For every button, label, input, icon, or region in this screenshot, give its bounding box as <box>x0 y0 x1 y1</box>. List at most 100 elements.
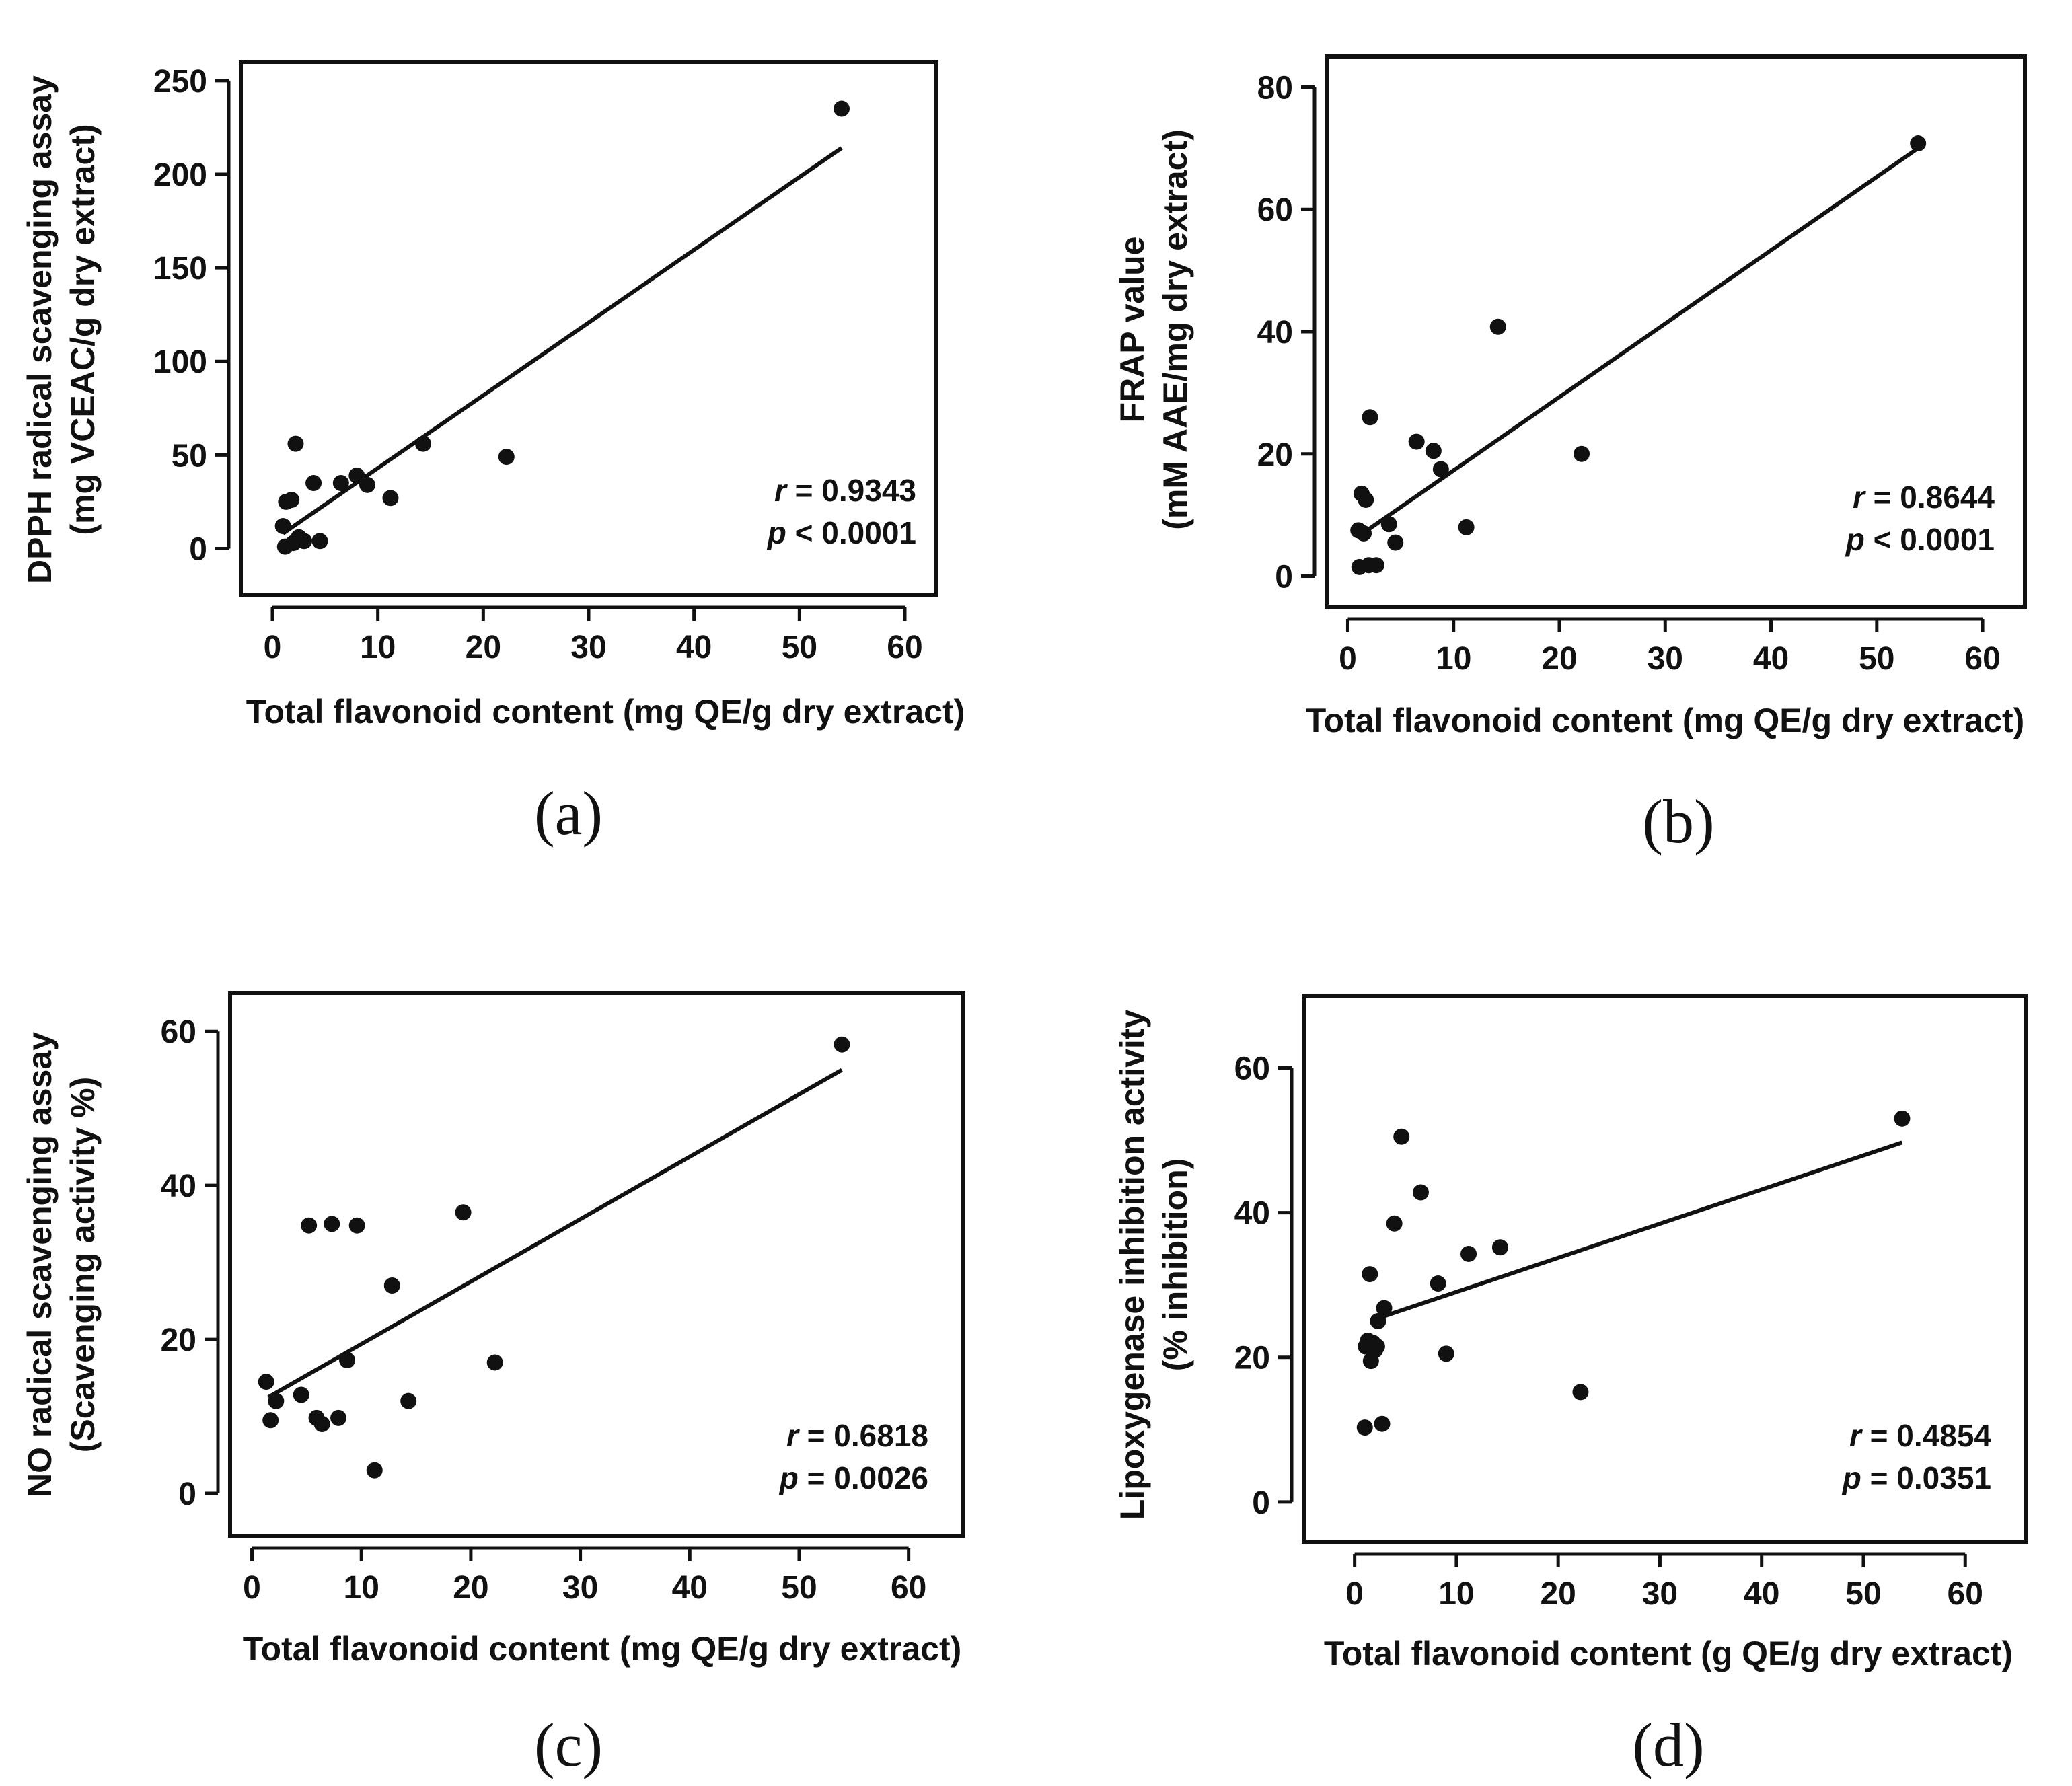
chart-a-point <box>296 533 312 550</box>
chart-a-fit-line <box>281 146 843 535</box>
chart-b-stat-p-symbol: p <box>1845 522 1865 557</box>
chart-b-point <box>1910 135 1927 152</box>
chart-b-stat-p-value: < 0.0001 <box>1874 522 1995 557</box>
chart-c-y-tick-label: 60 <box>161 1014 196 1050</box>
chart-a-stat-p-symbol: p <box>766 515 786 550</box>
chart-a-x-tick-label: 0 <box>264 630 282 665</box>
chart-d-stat-r-value: = 0.4854 <box>1870 1418 1992 1453</box>
chart-b-x-tick-label: 20 <box>1541 641 1577 677</box>
chart-c-point <box>330 1409 347 1426</box>
chart-a-x-tick-label: 60 <box>887 630 922 665</box>
chart-c-point <box>400 1392 417 1409</box>
chart-a-ylabel-line2: (mg VCEAC/g dry extract) <box>64 124 102 535</box>
panel-b: 0 10 20 30 40 50 60 0 20 40 60 80 Total flavonoid c… <box>1113 54 2027 856</box>
chart-a-point <box>415 435 432 452</box>
chart-b-x-tick-label: 60 <box>1964 641 2000 677</box>
chart-c-stat-r-symbol: r <box>786 1418 800 1453</box>
chart-c-x-tick-label: 20 <box>453 1570 488 1606</box>
chart-a-point <box>305 475 322 492</box>
chart-d-ylabel-line1: Lipoxygenase inhibition activity <box>1113 1010 1151 1520</box>
chart-d-xlabel: Total flavonoid content (g QE/g dry extr… <box>1324 1635 2013 1672</box>
chart-b-y-tick-label: 0 <box>1275 560 1293 595</box>
chart-d-y-tick-label: 40 <box>1234 1196 1270 1232</box>
chart-b-point <box>1358 491 1374 508</box>
chart-d-x-tick-label: 60 <box>1948 1576 1983 1612</box>
chart-a-xlabel: Total flavonoid content (mg QE/g dry ext… <box>246 693 965 731</box>
chart-a-y-tick-label: 100 <box>153 344 207 380</box>
chart-a-point <box>332 475 349 492</box>
chart-c-frame <box>228 991 965 1538</box>
chart-d-point <box>1460 1245 1477 1262</box>
chart-c-panel-label: (c) <box>534 1711 603 1779</box>
chart-d-x-tick-label: 10 <box>1438 1576 1474 1612</box>
chart-d-point <box>1368 1338 1385 1355</box>
chart-d-point <box>1356 1419 1373 1436</box>
chart-c-x-tick-label: 60 <box>891 1570 926 1606</box>
chart-d-x-tick-label: 20 <box>1540 1576 1576 1612</box>
chart-b-stat-p: p < 0.0001 <box>1845 522 1995 557</box>
chart-d-stat-p-value: = 0.0351 <box>1870 1460 1991 1495</box>
chart-c-ylabel-line2: (Scavenging activity %) <box>64 1077 102 1453</box>
chart-a-point <box>348 467 365 484</box>
chart-a-point <box>283 492 300 509</box>
chart-d-x-tick-label: 30 <box>1642 1576 1678 1612</box>
panel-d: 0 10 20 30 40 50 60 0 20 40 60 Total flavonoid con… <box>1113 994 2028 1779</box>
chart-a-y-tick-label: 0 <box>189 531 207 567</box>
chart-c-point <box>268 1392 285 1409</box>
chart-c-fit-line <box>267 1068 843 1399</box>
chart-b-stat-r: r = 0.8644 <box>1853 480 1995 515</box>
chart-a-stat-r: r = 0.9343 <box>774 473 916 508</box>
chart-b-fit-line <box>1357 146 1919 538</box>
chart-a-point <box>498 449 515 466</box>
chart-b-x-tick-label: 50 <box>1859 641 1894 677</box>
chart-d-stat-p: p = 0.0351 <box>1841 1460 1991 1495</box>
chart-a-stat-r-symbol: r <box>774 473 788 508</box>
chart-c-y-tick-label: 20 <box>161 1323 196 1358</box>
chart-d-point <box>1412 1184 1429 1201</box>
chart-b-point <box>1432 461 1449 478</box>
chart-d-point <box>1491 1239 1508 1256</box>
chart-d-stat-p-symbol: p <box>1841 1460 1861 1495</box>
chart-a-x-tick-label: 30 <box>570 630 606 665</box>
chart-b-stat-r-symbol: r <box>1853 480 1866 515</box>
chart-d-point <box>1376 1300 1393 1316</box>
chart-c-stat-p-value: = 0.0026 <box>807 1460 928 1495</box>
chart-c-point <box>301 1217 318 1234</box>
chart-d-point <box>1438 1345 1454 1362</box>
chart-b-x-tick-label: 0 <box>1339 641 1357 677</box>
chart-b-y-tick-label: 20 <box>1257 437 1293 473</box>
chart-a-y-tick-label: 50 <box>172 438 207 474</box>
chart-c-point <box>324 1216 340 1232</box>
chart-b-stat-r-value: = 0.8644 <box>1874 480 1995 515</box>
chart-c-stat-r: r = 0.6818 <box>786 1418 928 1453</box>
chart-a-x-tick-label: 50 <box>782 630 817 665</box>
chart-d-frame <box>1302 994 2028 1544</box>
chart-a-stat-r-value: = 0.9343 <box>795 473 916 508</box>
chart-b-point <box>1380 516 1397 533</box>
chart-c-x-tick-label: 0 <box>243 1570 261 1606</box>
chart-a-point <box>274 518 291 535</box>
chart-d-ylabel-line2: (% inhibition) <box>1156 1158 1194 1372</box>
chart-b-y-tick-label: 80 <box>1257 70 1293 106</box>
chart-a-marks: 0 10 20 30 40 50 60 0 50 100 150 200 250 <box>153 60 938 665</box>
chart-c-stat-p-symbol: p <box>778 1460 799 1495</box>
chart-c-stat-r-value: = 0.6818 <box>807 1418 928 1453</box>
chart-d-fit-line <box>1379 1140 1903 1320</box>
chart-b-point <box>1574 445 1590 462</box>
chart-c-ylabel-line1: NO radical scavenging assay <box>21 1032 59 1497</box>
chart-d-x-tick-label: 40 <box>1744 1576 1779 1612</box>
panel-a: 0 10 20 30 40 50 60 0 50 100 150 200 250 Total flavo… <box>21 60 965 848</box>
chart-d-x-tick-label: 50 <box>1845 1576 1881 1612</box>
chart-a-stat-p-value: < 0.0001 <box>795 515 916 550</box>
chart-a-y-tick-label: 150 <box>153 251 207 287</box>
chart-a-point <box>359 476 375 493</box>
chart-b-ylabel-line2: (mM AAE/mg dry extract) <box>1156 129 1194 529</box>
chart-d-point <box>1370 1312 1386 1329</box>
chart-d-y-tick-label: 20 <box>1234 1341 1270 1376</box>
chart-c-x-tick-label: 40 <box>672 1570 708 1606</box>
chart-c-point <box>258 1374 274 1390</box>
chart-c-point <box>313 1416 330 1433</box>
chart-c-point <box>455 1204 472 1221</box>
chart-c-point <box>834 1036 850 1053</box>
